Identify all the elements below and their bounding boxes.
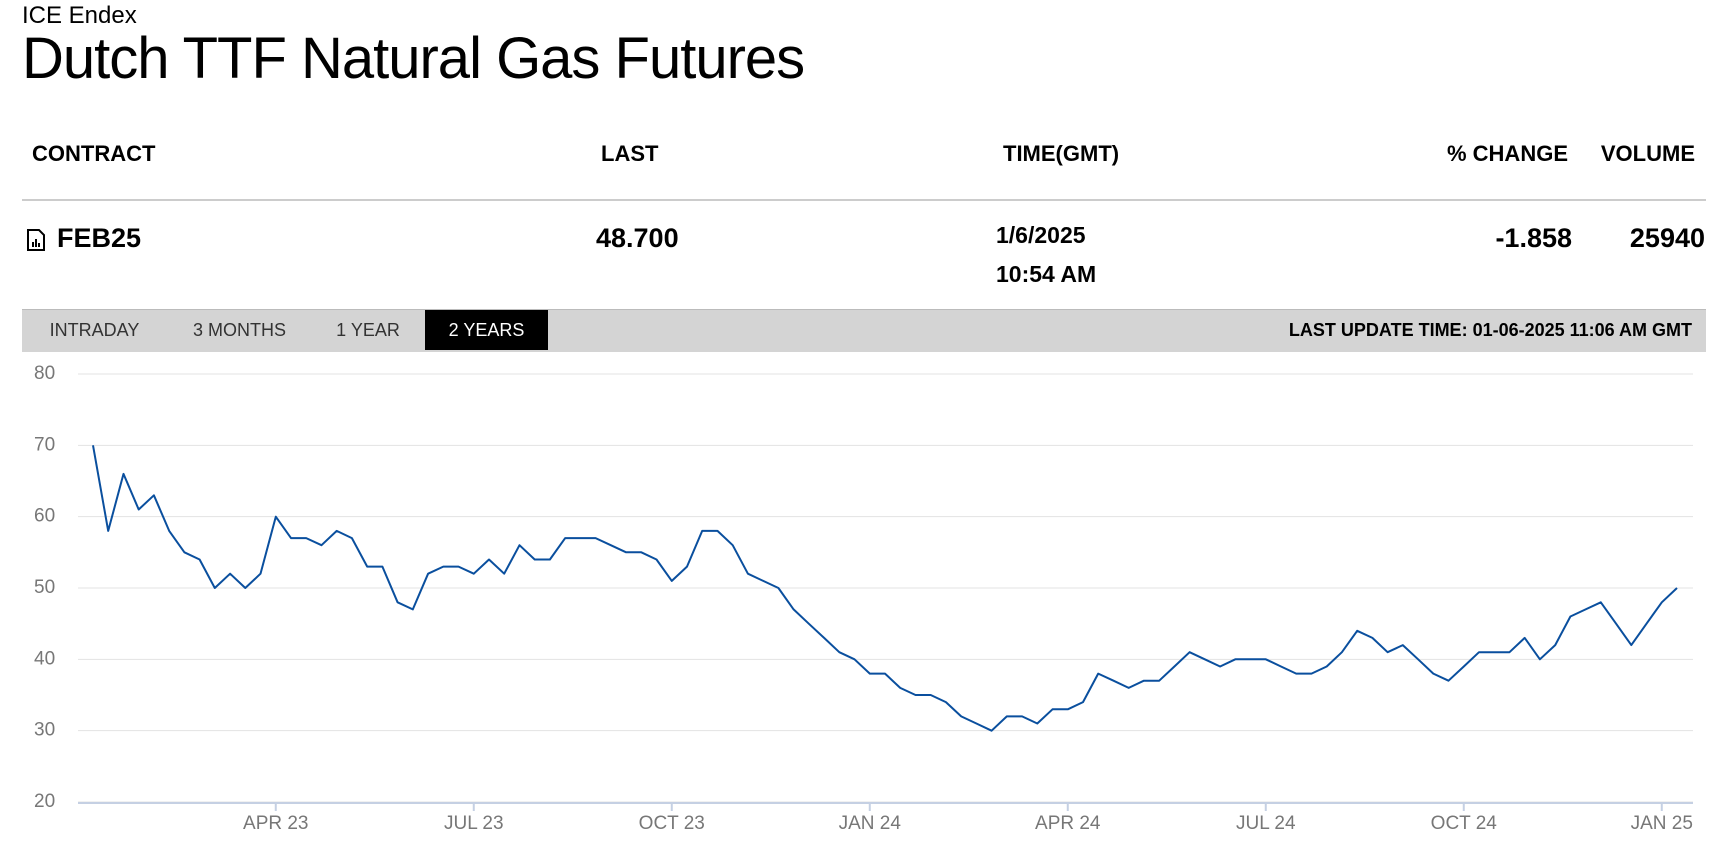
- y-tick-label: 40: [34, 648, 55, 669]
- divider: [22, 199, 1706, 201]
- y-tick-label: 30: [34, 720, 55, 741]
- column-header: CONTRACT: [32, 141, 156, 166]
- last-price: 48.700: [596, 223, 679, 253]
- last-update: LAST UPDATE TIME: 01-06-2025 11:06 AM GM…: [1288, 320, 1692, 340]
- chart: 20 30 40 50 60 70 80 APR 23 JUL 23 OCT 23 JAN 24 AP…: [34, 363, 1693, 834]
- y-tick-label: 70: [34, 434, 55, 455]
- exchange: ICE Endex: [22, 2, 137, 29]
- x-tick-label: OCT 23: [639, 813, 705, 834]
- x-tick-label: JUL 24: [1236, 813, 1296, 834]
- y-tick-label: 20: [34, 791, 55, 812]
- x-tick-label: APR 24: [1035, 813, 1101, 834]
- x-tick-label: JAN 25: [1631, 813, 1693, 834]
- range-tab[interactable]: INTRADAY: [49, 320, 140, 340]
- y-tick-label: 60: [34, 506, 55, 527]
- contract[interactable]: FEB25: [57, 223, 142, 253]
- trade-time: 10:54 AM: [996, 261, 1097, 287]
- x-tick-label: JAN 24: [839, 813, 902, 834]
- column-header: TIME(GMT): [1003, 141, 1120, 166]
- trade-date: 1/6/2025: [996, 222, 1086, 248]
- range-tab[interactable]: 3 MONTHS: [192, 320, 286, 340]
- column-header: VOLUME: [1600, 141, 1695, 166]
- price-line: [92, 445, 1678, 732]
- range-tab[interactable]: 2 YEARS: [425, 310, 548, 350]
- tab-bar: [22, 309, 1706, 352]
- column-header: % CHANGE: [1446, 141, 1568, 166]
- x-tick-label: APR 23: [243, 813, 308, 834]
- volume: 25940: [1629, 223, 1705, 253]
- x-tick-label: OCT 24: [1431, 813, 1498, 834]
- y-tick-label: 50: [34, 577, 55, 598]
- x-tick-label: JUL 23: [444, 813, 504, 834]
- column-header: LAST: [601, 141, 659, 166]
- page-title: Dutch TTF Natural Gas Futures: [22, 26, 805, 91]
- chart-icon[interactable]: [26, 228, 46, 252]
- range-tab[interactable]: 1 YEAR: [336, 320, 400, 340]
- y-tick-label: 80: [34, 363, 55, 384]
- percent-change: -1.858: [1495, 223, 1572, 253]
